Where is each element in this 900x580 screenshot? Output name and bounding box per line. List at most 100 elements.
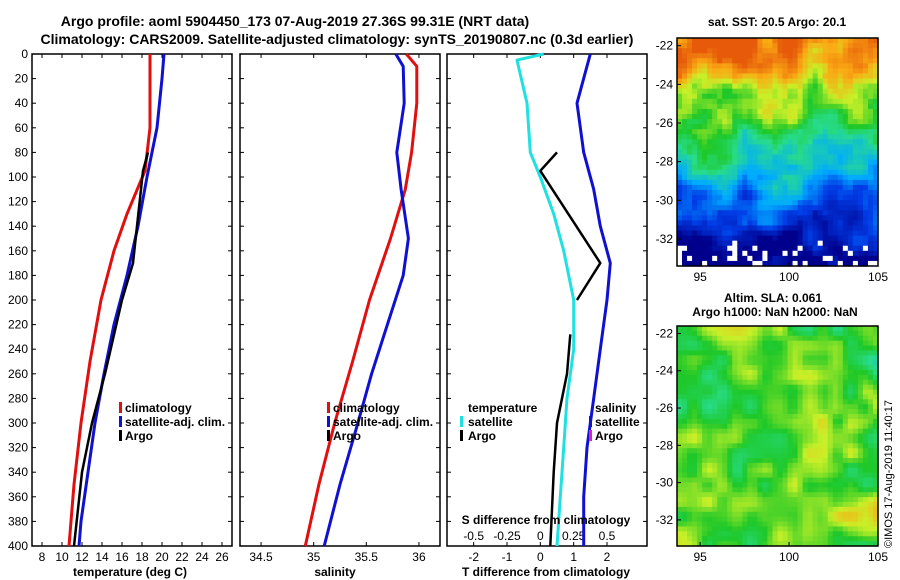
map-cell: [702, 220, 708, 227]
map-cell: [732, 541, 738, 547]
map-cell: [737, 83, 743, 90]
map-cell: [732, 174, 738, 181]
map-cell: [827, 159, 834, 166]
map-cell: [682, 225, 688, 232]
map-cell: [792, 365, 799, 371]
map-cell: [842, 134, 849, 140]
map-cell: [767, 73, 774, 80]
map-cell: [807, 453, 814, 459]
map-cell: [762, 119, 769, 125]
map-cell: [707, 531, 713, 537]
map-cell: [842, 521, 849, 528]
map-cell: [677, 164, 683, 171]
map-cell: [782, 418, 789, 425]
map-cell: [817, 108, 824, 115]
map-cell: [862, 255, 869, 262]
map-cell: [762, 159, 769, 166]
map-cell: [722, 374, 728, 381]
map-cell: [677, 497, 683, 503]
map-cell: [772, 482, 779, 488]
map-cell: [817, 235, 824, 242]
map-cell: [852, 164, 859, 171]
map-cell: [832, 245, 839, 252]
map-cell: [812, 404, 819, 410]
map-cell: [812, 103, 819, 110]
map-cell: [812, 374, 819, 381]
map-cell: [702, 374, 708, 381]
map-cell: [762, 195, 769, 201]
y-tick-label: 120: [8, 195, 28, 209]
map-cell: [842, 98, 849, 105]
map-cell: [742, 114, 748, 120]
map-cell: [857, 114, 864, 120]
map-cell: [697, 526, 703, 532]
map-cell: [727, 428, 733, 435]
map-cell: [757, 260, 764, 267]
map-cell: [842, 374, 849, 381]
map-cell: [712, 526, 718, 532]
map-cell: [732, 260, 738, 267]
map-cell: [777, 335, 784, 342]
map-cell: [782, 502, 789, 508]
map-cell: [847, 394, 854, 400]
map-cell: [792, 330, 799, 337]
map-cell: [797, 139, 804, 145]
map-cell: [687, 345, 693, 352]
map-cell: [762, 502, 769, 508]
map-cell: [822, 154, 829, 161]
map-cell: [782, 245, 789, 252]
map-cell: [832, 225, 839, 232]
map-cell: [677, 467, 683, 474]
map-cell: [687, 389, 693, 396]
map-cell: [742, 144, 748, 151]
map-cell: [722, 531, 728, 537]
map-cell: [682, 448, 688, 454]
map-cell: [872, 497, 879, 503]
map-cell: [837, 83, 844, 90]
map-cell: [792, 350, 799, 356]
map-cell: [777, 190, 784, 196]
map-cell: [687, 472, 693, 479]
map-cell: [712, 335, 718, 342]
map-cell: [837, 526, 844, 532]
map-cell: [827, 502, 834, 508]
map-cell: [817, 184, 824, 191]
map-cell: [712, 506, 718, 513]
map-cell: [807, 43, 814, 49]
map-cell: [742, 93, 748, 100]
map-cell: [767, 536, 774, 542]
map-cell: [752, 164, 759, 171]
map-cell: [812, 492, 819, 498]
map-cell: [782, 210, 789, 216]
map-cell: [762, 220, 769, 227]
map-cell: [867, 179, 874, 186]
legend-t-satellite-mark: [460, 416, 463, 427]
map-cell: [752, 526, 759, 532]
map-cell: [862, 335, 869, 342]
map-cell: [832, 414, 839, 420]
map-cell: [747, 250, 753, 257]
map-cell: [852, 73, 859, 80]
map-cell: [767, 472, 774, 479]
map-cell: [717, 179, 723, 186]
map-cell: [757, 536, 764, 542]
map-cell: [697, 114, 703, 120]
map-cell: [872, 350, 879, 356]
map-cell: [707, 374, 713, 381]
map-cell: [712, 68, 718, 75]
map-cell: [842, 245, 849, 252]
map-cell: [742, 423, 748, 430]
map-cell: [797, 423, 804, 430]
map-cell: [717, 467, 723, 474]
map-cell: [752, 88, 759, 95]
map-cell: [702, 433, 708, 440]
map-cell: [742, 526, 748, 532]
map-cell: [692, 472, 698, 479]
map-cell: [872, 541, 879, 547]
map-cell: [772, 78, 779, 85]
map-cell: [707, 506, 713, 513]
salinity-panel: 34.5 35 35.5 36: [239, 53, 441, 564]
map-cell: [717, 414, 723, 420]
map-cell: [767, 190, 774, 196]
map-cell: [762, 230, 769, 237]
